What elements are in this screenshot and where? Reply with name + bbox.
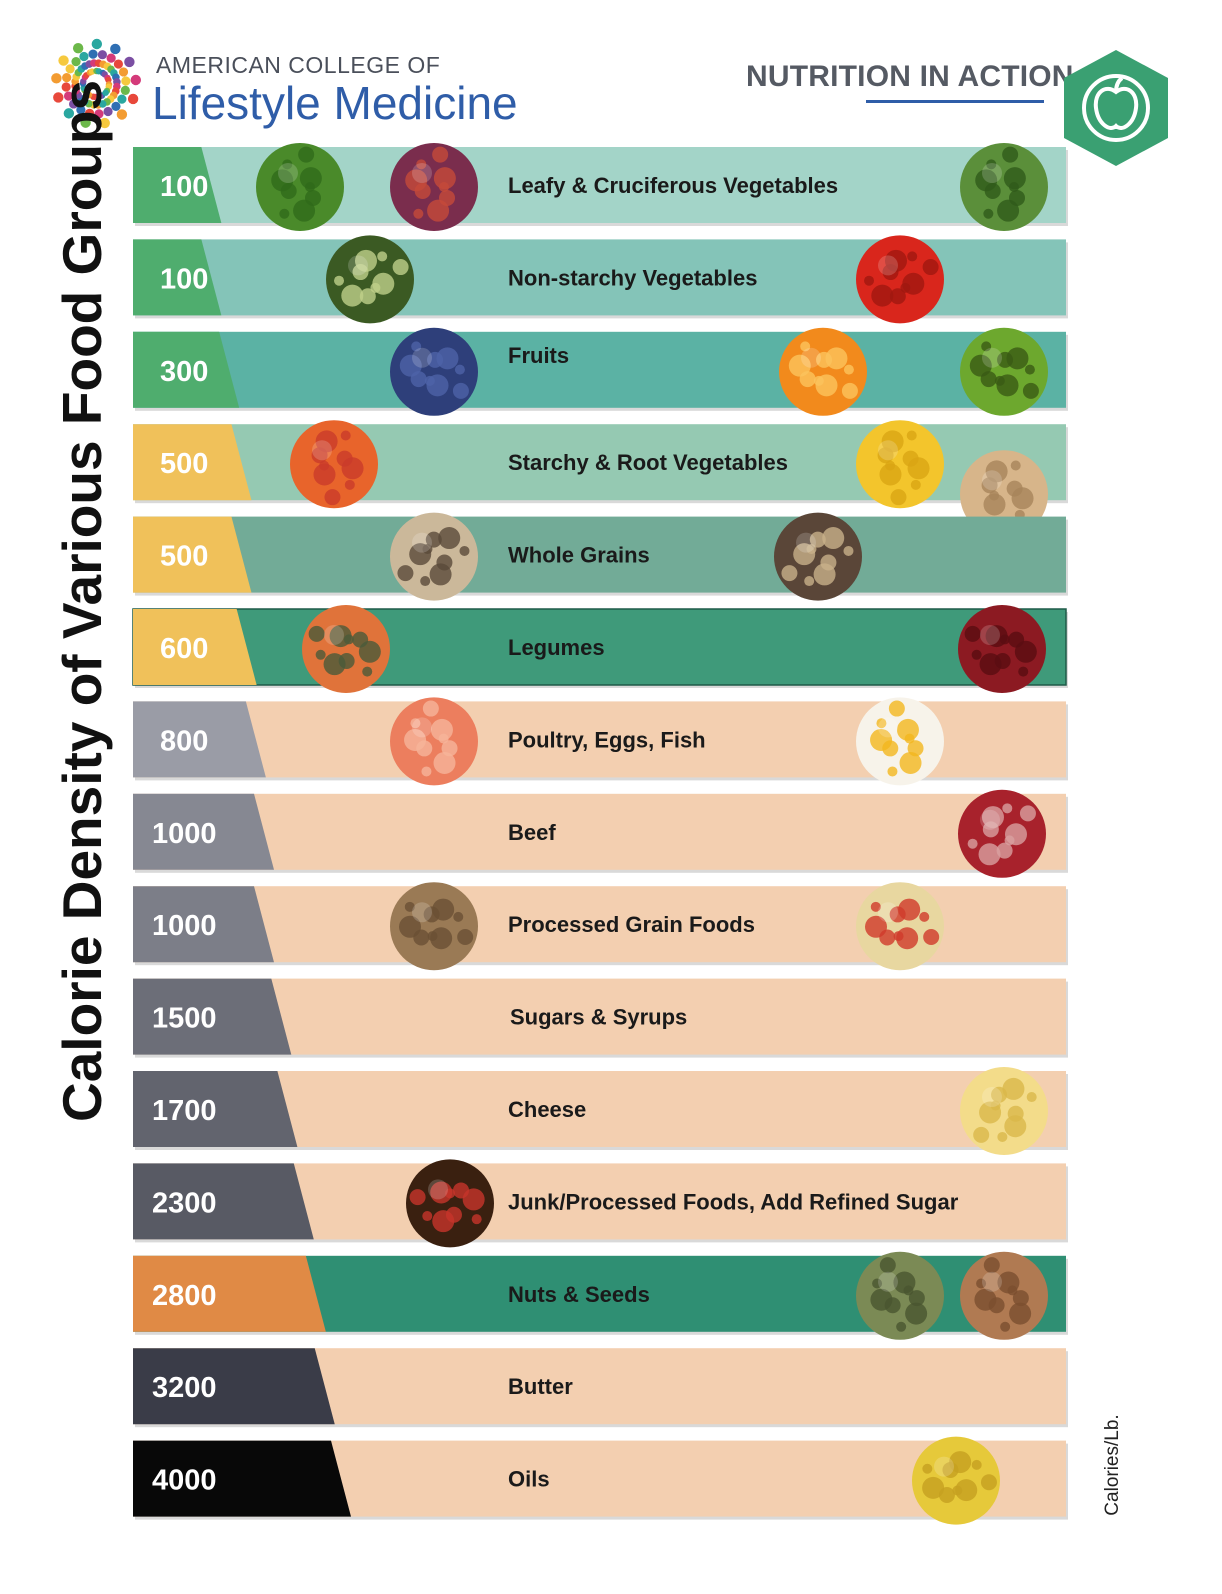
value-label: 2800 — [152, 1280, 217, 1312]
category-label: Oils — [508, 1467, 550, 1492]
value-bar-2300 — [133, 1163, 314, 1240]
badge-underline — [866, 100, 1044, 103]
row-band — [133, 793, 1066, 870]
value-bar-100 — [133, 147, 222, 223]
value-bar-800 — [133, 701, 266, 778]
value-label: 500 — [160, 541, 208, 573]
row-band — [133, 331, 1066, 408]
quinoa-icon — [774, 512, 862, 601]
food-group-row-processed-grain-foods: 1000 Processed Grain Foods — [133, 882, 1068, 971]
category-label: Butter — [508, 1374, 573, 1399]
kale-icon — [960, 143, 1048, 231]
value-label: 100 — [160, 263, 208, 295]
apple-icon — [1064, 50, 1168, 166]
pumpkin-seeds-icon — [856, 1251, 944, 1340]
food-group-row-sugars-syrups: 1500 Sugars & Syrups — [133, 978, 1068, 1058]
food-group-row-non-starchy-vegetables: 100 Non-starchy Vegetables — [133, 235, 1068, 324]
almonds-icon — [960, 1251, 1048, 1340]
value-bar-2800 — [133, 1255, 326, 1332]
kidney-beans-icon — [958, 605, 1046, 693]
food-group-row-legumes: 600 Legumes — [132, 605, 1068, 693]
category-label: Sugars & Syrups — [510, 1005, 687, 1030]
value-label: 100 — [160, 171, 208, 203]
category-label: Poultry, Eggs, Fish — [508, 727, 706, 752]
value-label: 500 — [160, 448, 208, 480]
category-label: Starchy & Root Vegetables — [508, 450, 788, 475]
header: AMERICAN COLLEGE OF Lifestyle Medicine N… — [0, 0, 1222, 166]
category-label: Nuts & Seeds — [508, 1282, 650, 1307]
eggs-icon — [856, 697, 944, 786]
value-label: 1700 — [152, 1095, 217, 1127]
org-name-line2: Lifestyle Medicine — [152, 77, 518, 129]
value-label: 2300 — [152, 1187, 217, 1219]
value-bar-4000 — [133, 1440, 351, 1517]
acl-logo-icon — [51, 38, 142, 129]
potatoes-icon — [960, 450, 1048, 539]
value-bar-300 — [133, 331, 240, 408]
food-group-row-poultry-eggs-fish: 800 Poultry, Eggs, Fish — [133, 697, 1068, 786]
broccoli-icon — [256, 143, 344, 231]
shredded-wheat-icon — [390, 882, 478, 971]
food-group-row-junk-processed-foods-add-refined-sugar: 2300 Junk/Processed Foods, Add Refined Su… — [133, 1159, 1068, 1248]
pasta-icon — [856, 882, 944, 971]
row-band — [133, 516, 1066, 593]
corn-icon — [856, 420, 944, 509]
orange-icon — [779, 327, 867, 416]
kiwi-icon — [960, 327, 1048, 416]
food-group-row-beef: 1000 Beef — [133, 789, 1068, 878]
value-bar-1700 — [133, 1071, 298, 1147]
category-label: Leafy & Cruciferous Vegetables — [508, 173, 838, 198]
food-group-row-oils: 4000 Oils — [133, 1436, 1068, 1525]
blueberries-icon — [390, 327, 478, 416]
value-bar-100 — [133, 239, 222, 316]
value-bar-500 — [133, 516, 252, 593]
food-group-row-fruits: 300 Fruits — [133, 327, 1068, 416]
value-label: 600 — [160, 633, 208, 665]
cheese-icon — [960, 1067, 1048, 1155]
food-group-row-butter: 3200 Butter — [133, 1348, 1068, 1428]
value-bar-500 — [133, 424, 252, 501]
carrots-icon — [290, 420, 378, 509]
value-label: 800 — [160, 725, 208, 757]
value-label: 3200 — [152, 1372, 217, 1404]
category-label: Beef — [508, 820, 556, 845]
tomato-icon — [856, 235, 944, 324]
value-bar-1000 — [133, 886, 274, 963]
category-label: Whole Grains — [508, 543, 650, 568]
salad-icon — [390, 143, 478, 231]
cucumber-icon — [326, 235, 414, 324]
row-band — [133, 978, 1066, 1055]
wild-rice-icon — [390, 512, 478, 601]
salmon-icon — [390, 697, 478, 786]
category-label: Cheese — [508, 1097, 586, 1122]
steak-icon — [958, 789, 1046, 878]
value-bar-3200 — [133, 1348, 335, 1425]
category-label: Junk/Processed Foods, Add Refined Sugar — [508, 1189, 959, 1214]
nutrition-in-action-label: NUTRITION IN ACTION — [746, 60, 1074, 93]
value-bar-1000 — [133, 793, 274, 870]
food-group-row-starchy-root-vegetables: 500 Starchy & Root Vegetables — [133, 420, 1068, 539]
category-label: Non-starchy Vegetables — [508, 265, 757, 290]
soda-icon — [406, 1159, 494, 1248]
value-label: 1000 — [152, 818, 217, 850]
value-bar-600 — [133, 609, 257, 685]
org-name-line1: AMERICAN COLLEGE OF — [156, 52, 441, 78]
food-group-row-nuts-seeds: 2800 Nuts & Seeds — [133, 1251, 1068, 1340]
food-group-row-cheese: 1700 Cheese — [133, 1067, 1068, 1155]
row-band — [132, 608, 1067, 686]
category-label: Processed Grain Foods — [508, 912, 755, 937]
food-group-row-whole-grains: 500 Whole Grains — [133, 512, 1068, 601]
value-bar-1500 — [133, 978, 292, 1055]
value-label: 1500 — [152, 1003, 217, 1035]
food-group-row-leafy-cruciferous-vegetables: 100 Leafy & Cruciferous Vegetables — [133, 143, 1068, 231]
value-label: 300 — [160, 356, 208, 388]
value-label: 1000 — [152, 910, 217, 942]
lentils-icon — [302, 605, 390, 693]
value-label: 4000 — [152, 1465, 217, 1497]
olive-oil-icon — [912, 1436, 1000, 1525]
category-label: Legumes — [508, 635, 605, 660]
category-label: Fruits — [508, 343, 569, 368]
